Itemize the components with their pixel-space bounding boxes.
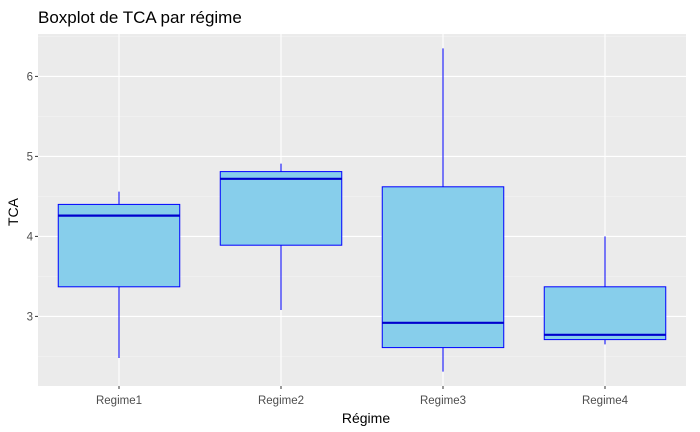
y-tick-label: 3 xyxy=(27,311,33,323)
x-tick-label: Regime4 xyxy=(582,395,629,407)
y-tick-label: 4 xyxy=(27,231,34,243)
x-axis-ticks: Regime1 Regime2 Regime3 Regime4 xyxy=(96,386,629,407)
box-regime4 xyxy=(543,236,667,345)
box-regime3 xyxy=(381,48,505,372)
x-tick-label: Regime1 xyxy=(96,395,142,407)
box-body xyxy=(219,171,343,246)
y-axis-title: TCA xyxy=(5,197,21,226)
box-body xyxy=(381,186,505,349)
chart-title: Boxplot de TCA par régime xyxy=(38,8,242,27)
x-axis-title: Régime xyxy=(342,410,390,426)
box-regime1 xyxy=(57,191,181,358)
box-body xyxy=(57,203,181,288)
box-regime2 xyxy=(219,163,343,310)
y-tick-label: 5 xyxy=(27,151,33,163)
y-axis-ticks: 3 4 5 6 xyxy=(27,71,38,323)
x-tick-label: Regime2 xyxy=(258,395,304,407)
x-tick-label: Regime3 xyxy=(420,395,466,407)
boxes xyxy=(57,48,667,372)
box-body xyxy=(543,286,667,341)
y-tick-label: 6 xyxy=(27,71,33,83)
